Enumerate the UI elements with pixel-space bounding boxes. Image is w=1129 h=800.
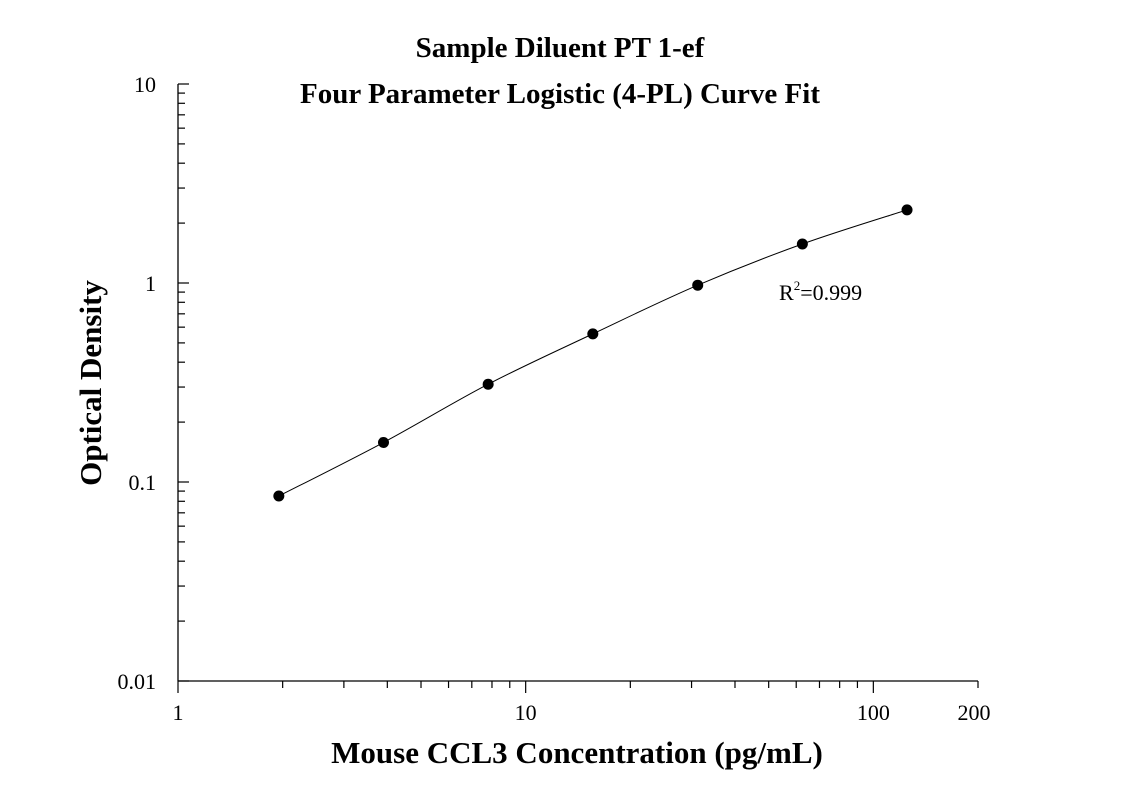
x-tick-label: 10 [515,700,537,725]
data-point [377,436,389,448]
axes: 1 10 100 200 0.01 0.1 1 10 [118,72,991,725]
data-point [796,238,808,250]
y-tick-label: 1 [145,271,156,296]
data-point [587,328,599,340]
chart-title: Sample Diluent PT 1-ef [416,32,705,64]
chart-subtitle: Four Parameter Logistic (4-PL) Curve Fit [300,78,820,110]
y-tick-label: 10 [134,72,156,97]
data-point [692,279,704,291]
r-squared-exponent: 2 [794,278,801,293]
x-axis-label: Mouse CCL3 Concentration (pg/mL) [331,735,823,770]
x-tick-label: 200 [958,700,991,725]
x-tick-label: 100 [857,700,890,725]
data-point [901,204,913,216]
r-squared-annotation: R2=0.999 [779,278,862,305]
x-ticks: 1 10 100 200 [173,681,991,725]
y-axis-label: Optical Density [73,280,108,486]
y-ticks: 0.01 0.1 1 10 [118,72,189,694]
y-tick-label: 0.01 [118,669,157,694]
data-points [273,204,913,502]
r-squared-symbol: R [779,280,794,305]
data-point [273,490,285,502]
fit-curve-line [278,209,908,497]
r-squared-value: =0.999 [800,280,862,305]
y-tick-label: 0.1 [129,470,157,495]
data-point [482,378,494,390]
x-tick-label: 1 [173,700,184,725]
